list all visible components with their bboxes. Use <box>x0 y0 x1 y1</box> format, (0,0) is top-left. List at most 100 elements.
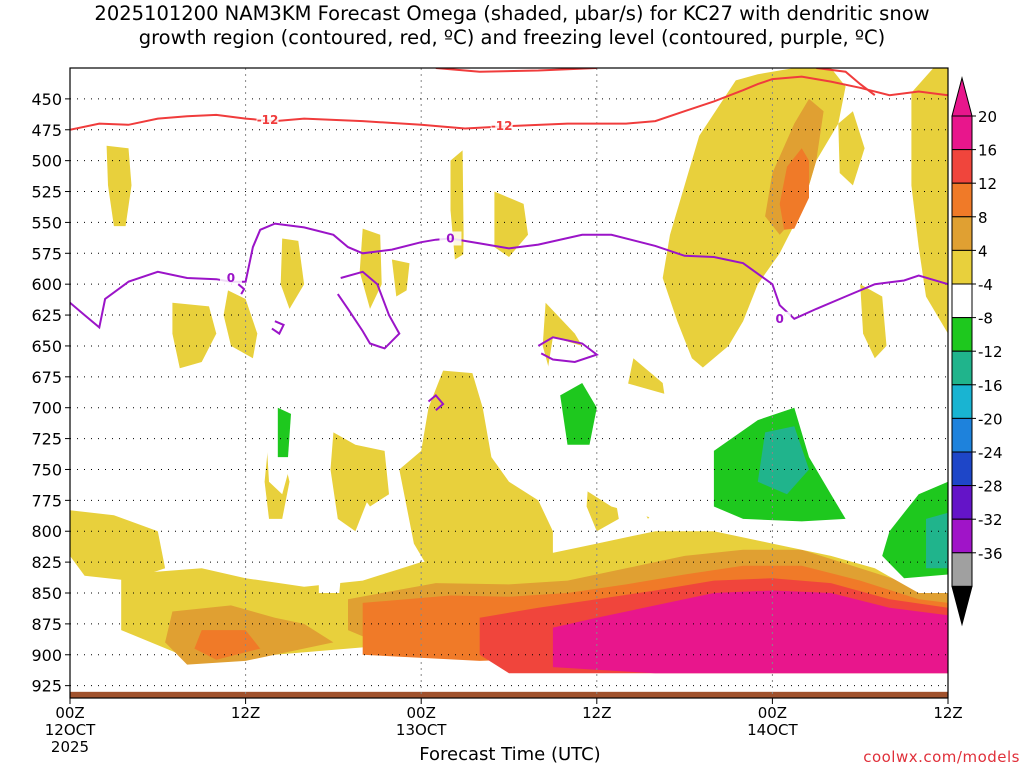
x-tick-label-2-0: 00Z <box>407 704 436 722</box>
omega-region-9 <box>352 444 389 507</box>
omega-region-38 <box>277 407 291 458</box>
freezing-contour-label-1: 0 <box>446 231 454 245</box>
freezing-label-bg-0 <box>219 271 242 285</box>
y-tick-label-0: 450 <box>31 90 62 109</box>
y-tick-label-15: 825 <box>31 553 62 572</box>
x-tick-label-4-0: 00Z <box>758 704 787 722</box>
dendritic-contour-label-0: -12 <box>257 113 279 127</box>
y-tick-label-8: 650 <box>31 337 62 356</box>
colorbar-cell-1 <box>951 149 973 184</box>
omega-region-37 <box>560 383 597 445</box>
x-tick-label-2-1: 13OCT <box>396 721 447 739</box>
colorbar-label-6: -8 <box>978 310 993 328</box>
omega-region-28 <box>552 590 948 674</box>
y-tick-label-10: 700 <box>31 399 62 418</box>
plot-frame <box>69 67 949 699</box>
dendritic-contour-label-1: -12 <box>491 119 513 133</box>
chart-title-line-2: growth region (contoured, red, ºC) and f… <box>138 26 886 49</box>
colorbar-label-7: -12 <box>978 343 1003 361</box>
colorbar-label-5: -4 <box>978 276 993 294</box>
colorbar-cell-8 <box>951 384 973 419</box>
omega-region-35 <box>318 578 341 593</box>
freezing-contour-5 <box>271 320 285 336</box>
omega-region-3 <box>223 290 258 359</box>
freezing-label-bg-2 <box>768 311 791 326</box>
omega-region-36 <box>239 463 246 507</box>
y-tick-label-3: 525 <box>31 183 62 202</box>
omega-region-24 <box>779 148 809 230</box>
terrain-band <box>70 691 948 698</box>
omega-region-41 <box>757 426 809 495</box>
colorbar-label-2: 12 <box>978 175 997 193</box>
colorbar-cell-9 <box>951 417 973 453</box>
x-axis-label: Forecast Time (UTC) <box>419 744 601 765</box>
omega-region-0 <box>70 510 166 581</box>
colorbar-label-8: -16 <box>978 377 1003 395</box>
omega-shading <box>70 68 948 674</box>
colorbar-cell-12 <box>951 518 973 554</box>
dendritic-contour-0 <box>70 75 948 131</box>
omega-region-12 <box>494 191 528 257</box>
dendritic-contour-3 <box>816 68 876 96</box>
y-tick-label-11: 725 <box>31 430 62 449</box>
y-tick-label-16: 850 <box>31 584 62 603</box>
colorbar-label-0: 20 <box>978 108 997 126</box>
omega-region-7 <box>359 228 382 309</box>
x-tick-label-0-1: 12OCT <box>45 721 96 739</box>
omega-region-32 <box>462 117 474 316</box>
omega-region-1 <box>106 145 132 227</box>
y-tick-label-4: 550 <box>31 213 62 232</box>
colorbar-label-4: 4 <box>978 242 988 260</box>
colorbar-cell-13 <box>951 552 973 587</box>
y-tick-label-7: 625 <box>31 306 62 325</box>
x-tick-label-5-0: 12Z <box>933 704 962 722</box>
dendritic-label-bg-0 <box>256 112 279 127</box>
y-tick-label-14: 800 <box>31 522 62 541</box>
freezing-contour-7 <box>237 283 246 295</box>
omega-region-17 <box>838 111 865 186</box>
y-tick-label-1: 475 <box>31 121 62 140</box>
dendritic-contour-2 <box>435 68 597 73</box>
omega-region-34 <box>70 617 94 649</box>
y-tick-label-18: 900 <box>31 646 62 665</box>
y-tick-label-12: 750 <box>31 460 62 479</box>
x-tick-label-0-2: 2025 <box>51 738 89 756</box>
colorbar-bottom-arrow <box>951 585 973 627</box>
omega-region-19 <box>911 68 948 334</box>
colorbar-label-3: 8 <box>978 209 988 227</box>
colorbar-cell-0 <box>951 115 973 151</box>
freezing-contour-3 <box>336 270 401 350</box>
y-tick-label-5: 575 <box>31 244 62 263</box>
freezing-contour-label-0: 0 <box>227 271 235 285</box>
colorbar-label-10: -24 <box>978 444 1003 462</box>
omega-region-29 <box>172 98 195 258</box>
y-tick-label-17: 875 <box>31 615 62 634</box>
omega-region-10 <box>399 370 553 581</box>
x-tick-label-0-0: 00Z <box>55 704 84 722</box>
colorbar-cell-11 <box>951 485 973 520</box>
colorbar-label-12: -32 <box>978 511 1003 529</box>
dendritic-label-bg-1 <box>490 119 513 134</box>
x-tick-label-4-1: 14OCT <box>747 721 798 739</box>
colorbar-label-1: 16 <box>978 142 997 160</box>
x-tick-label-1-0: 12Z <box>231 704 260 722</box>
terrain-mask <box>70 691 948 698</box>
y-tick-label-9: 675 <box>31 368 62 387</box>
omega-region-25 <box>194 630 261 660</box>
omega-region-8 <box>391 259 410 297</box>
freezing-contour-4 <box>537 336 599 364</box>
freezing-contour-6 <box>427 393 445 411</box>
omega-region-6 <box>330 432 370 532</box>
credit-link[interactable]: coolwx.com/models <box>863 748 1020 766</box>
y-tick-label-19: 925 <box>31 677 62 696</box>
temperature-contours: -12 -12 0 0 0 <box>70 68 948 411</box>
colorbar-cell-6 <box>951 317 973 352</box>
colorbar-cell-3 <box>951 216 973 251</box>
chart-title: 2025101200 NAM3KM Forecast Omega (shaded… <box>0 2 1024 50</box>
colorbar-cell-7 <box>951 350 973 386</box>
colorbar: 20 16 12 8 4 -4 -8 -12 -16 -20 -24 -28 -32 -36 <box>951 76 1003 627</box>
colorbar-label-11: -28 <box>978 478 1003 496</box>
colorbar-cell-5 <box>951 283 973 319</box>
